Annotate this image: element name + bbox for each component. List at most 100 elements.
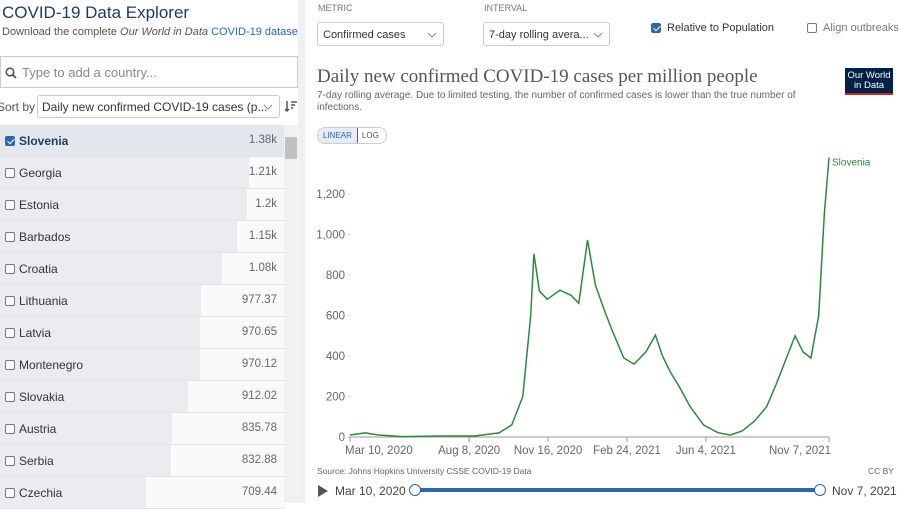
country-row[interactable]: Barbados 1.15k — [0, 221, 284, 253]
value-bar — [0, 285, 202, 316]
x-tick-label: Feb 24, 2021 — [593, 445, 661, 457]
link[interactable]: COVID-19 dataset. — [208, 26, 305, 38]
y-tick-label: 800 — [326, 270, 345, 282]
country-name: Barbados — [19, 230, 71, 244]
scale-toggle: LINEAR LOG — [317, 127, 387, 144]
line — [349, 157, 830, 438]
country-name: Croatia — [19, 262, 58, 276]
country-value: 835.78 — [241, 422, 277, 434]
country-row[interactable]: Czechia 709.44 — [0, 477, 284, 509]
country-row[interactable]: Latvia 970.65 — [0, 317, 284, 349]
sort-value: Daily new confirmed COVID-19 cases (p... — [42, 100, 268, 114]
country-value: 1.15k — [248, 230, 277, 242]
value-bar — [0, 317, 200, 348]
download-text: Download the complete Our World in Data … — [2, 26, 304, 38]
country-row[interactable]: Montenegro 970.12 — [0, 349, 284, 381]
country-name: Georgia — [19, 166, 62, 180]
align-label: Align outbreaks — [823, 22, 899, 34]
search-placeholder: Type to add a country... — [22, 65, 157, 80]
checkbox[interactable] — [5, 488, 15, 498]
x-tick-label: Jun 4, 2021 — [676, 445, 736, 457]
scroll-thumb[interactable] — [285, 137, 297, 159]
sort-order-icon[interactable] — [285, 100, 297, 112]
country-row[interactable]: Serbia 832.88 — [0, 445, 284, 477]
country-row[interactable]: Croatia 1.08k — [0, 253, 284, 285]
value-bar — [0, 253, 223, 284]
logo[interactable]: Our World in Data — [845, 68, 893, 95]
country-name: Montenegro — [19, 358, 84, 372]
interval-label: INTERVAL — [484, 3, 528, 13]
country-name: Czechia — [19, 486, 63, 500]
checkbox[interactable] — [807, 23, 817, 33]
country-value: 1.38k — [248, 134, 277, 146]
checkbox[interactable] — [5, 136, 15, 146]
checkbox[interactable] — [5, 200, 15, 210]
chevron — [427, 32, 437, 38]
country-value: 1.08k — [248, 262, 277, 274]
chart: 0 200 400 600 800 1,000 1,200 Mar 10, 2020 Aug 8… — [316, 157, 871, 457]
country-name: Austria — [19, 422, 57, 436]
country-name: Slovakia — [19, 390, 65, 404]
metric-select[interactable]: Confirmed cases — [317, 22, 444, 46]
scrollbar — [284, 125, 298, 503]
x-tick-label: Mar 10, 2020 — [345, 445, 413, 457]
value-bar — [0, 381, 188, 412]
value-bar — [0, 413, 172, 444]
checkbox[interactable] — [5, 232, 15, 242]
value-bar — [0, 445, 172, 476]
interval-value: 7-day rolling avera... — [489, 29, 589, 41]
value-bar — [0, 157, 249, 188]
linear-button[interactable]: LINEAR — [318, 128, 358, 143]
chevron — [263, 104, 273, 110]
country-value: 709.44 — [241, 486, 277, 498]
country-value: 970.65 — [241, 326, 277, 338]
y-tick-label: 1,000 — [316, 230, 345, 242]
country-row[interactable]: Slovakia 912.02 — [0, 381, 284, 413]
y-tick-label: 400 — [326, 351, 345, 363]
x-tick-label: Aug 8, 2020 — [438, 445, 500, 457]
value-bar — [0, 221, 237, 252]
checkbox[interactable] — [5, 296, 15, 306]
country-row[interactable]: Slovenia 1.38k — [0, 125, 284, 157]
country-row[interactable]: Estonia 1.2k — [0, 189, 284, 221]
sort-select[interactable]: Daily new confirmed COVID-19 cases (p... — [37, 95, 280, 118]
app-title: COVID-19 Data Explorer — [2, 3, 190, 22]
value-bar — [0, 125, 284, 156]
interval-select[interactable]: 7-day rolling avera... — [483, 22, 610, 46]
checkbox[interactable] — [5, 328, 15, 338]
checkbox[interactable] — [5, 264, 15, 274]
license[interactable]: CC BY — [868, 466, 894, 476]
country-row[interactable]: Lithuania 977.37 — [0, 285, 284, 317]
search-box[interactable]: Type to add a country... — [0, 56, 298, 88]
country-row[interactable]: Austria 835.78 — [0, 413, 284, 445]
sort-label: Sort by — [0, 100, 36, 114]
checkbox[interactable] — [5, 392, 15, 402]
metric-value: Confirmed cases — [323, 29, 406, 41]
country-value: 912.02 — [241, 390, 277, 402]
timeline-handle[interactable] — [409, 484, 421, 496]
country-name: Lithuania — [19, 294, 68, 308]
x-tick-label: Nov 16, 2020 — [514, 445, 582, 457]
log-button[interactable]: LOG — [361, 131, 379, 140]
chart-subtitle: 7-day rolling average. Due to limited te… — [317, 90, 796, 113]
checkbox[interactable] — [5, 168, 15, 178]
metric-label: METRIC — [318, 3, 353, 13]
x-tick-label: Nov 7, 2021 — [769, 445, 831, 457]
checkbox[interactable] — [5, 360, 15, 370]
divider — [298, 0, 305, 503]
country-value: 1.21k — [248, 166, 277, 178]
checkbox[interactable] — [5, 424, 15, 434]
link[interactable]: Our World in Data — [120, 26, 209, 38]
series-label: Slovenia — [832, 158, 871, 169]
country-name: Estonia — [19, 198, 60, 212]
country-row[interactable]: Georgia 1.21k — [0, 157, 284, 189]
checkbox[interactable] — [5, 456, 15, 466]
timeline-end: Nov 7, 2021 — [832, 484, 897, 498]
country-value: 1.2k — [255, 198, 277, 210]
value-bar — [0, 189, 247, 220]
play-button[interactable] — [316, 484, 330, 498]
search-icon — [5, 67, 17, 79]
timeline-start: Mar 10, 2020 — [335, 484, 406, 498]
timeline-handle[interactable] — [814, 484, 826, 496]
checkbox[interactable] — [651, 23, 661, 33]
